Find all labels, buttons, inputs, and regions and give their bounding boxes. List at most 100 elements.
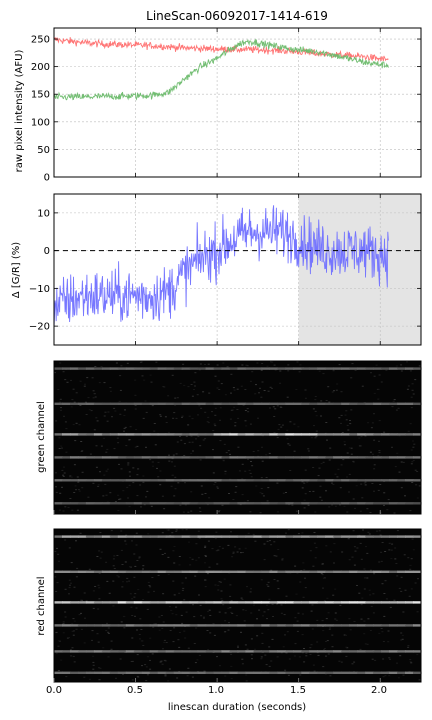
heatmap-noise-pixel xyxy=(176,397,179,399)
heatmap-noise-pixel xyxy=(228,622,230,624)
heatmap-noise-pixel xyxy=(109,387,112,389)
heatmap-bright-row xyxy=(245,650,255,653)
heatmap-noise-pixel xyxy=(54,472,57,474)
heatmap-bright-row xyxy=(229,456,239,459)
heatmap-noise-pixel xyxy=(286,631,289,633)
heatmap-noise-pixel xyxy=(55,486,57,488)
heatmap-noise-pixel xyxy=(195,438,197,440)
heatmap-noise-pixel xyxy=(75,422,78,424)
heatmap-noise-pixel xyxy=(229,418,232,420)
heatmap-noise-pixel xyxy=(55,631,58,633)
heatmap-bright-row xyxy=(413,367,422,370)
heatmap-noise-pixel xyxy=(267,487,270,489)
heatmap-noise-pixel xyxy=(59,362,62,364)
heatmap-bright-row xyxy=(269,535,278,538)
heatmap-noise-pixel xyxy=(353,564,356,566)
heatmap-bright-row xyxy=(189,601,199,604)
heatmap-bright-row xyxy=(389,456,398,459)
heatmap-bright-row xyxy=(197,535,207,538)
heatmap-noise-pixel xyxy=(230,531,232,533)
heatmap-bright-row xyxy=(317,535,326,538)
heatmap-bright-row xyxy=(405,402,414,405)
heatmap-bright-row xyxy=(373,456,382,459)
heatmap-bright-row xyxy=(317,456,326,459)
heatmap-noise-pixel xyxy=(250,461,252,462)
heatmap-noise-pixel xyxy=(258,392,260,394)
heatmap-bright-row xyxy=(261,650,270,653)
heatmap-noise-pixel xyxy=(219,440,222,442)
heatmap-noise-pixel xyxy=(100,551,103,553)
heatmap-noise-pixel xyxy=(105,470,108,472)
heatmap-noise-pixel xyxy=(295,510,298,512)
heatmap-bright-row xyxy=(93,624,103,627)
heatmap-noise-pixel xyxy=(96,633,99,635)
heatmap-noise-pixel xyxy=(410,558,413,560)
heatmap-noise-pixel xyxy=(174,397,177,399)
heatmap-noise-pixel xyxy=(238,548,241,550)
heatmap-noise-pixel xyxy=(173,562,176,564)
heatmap-noise-pixel xyxy=(92,607,95,609)
heatmap-noise-pixel xyxy=(255,485,258,487)
heatmap-noise-pixel xyxy=(267,585,270,587)
heatmap-bright-row xyxy=(293,456,302,459)
heatmap-bright-row xyxy=(213,650,223,653)
heatmap-noise-pixel xyxy=(123,615,126,617)
heatmap-noise-pixel xyxy=(318,467,321,469)
heatmap-noise-pixel xyxy=(149,374,152,376)
heatmap-noise-pixel xyxy=(107,656,110,658)
heatmap-noise-pixel xyxy=(168,606,171,608)
heatmap-noise-pixel xyxy=(322,666,325,668)
heatmap-noise-pixel xyxy=(59,401,62,403)
heatmap-noise-pixel xyxy=(279,406,282,408)
heatmap-noise-pixel xyxy=(65,451,68,453)
heatmap-noise-pixel xyxy=(139,638,141,640)
heatmap-noise-pixel xyxy=(371,483,374,484)
heatmap-noise-pixel xyxy=(363,588,366,590)
heatmap-bright-row xyxy=(157,402,167,405)
heatmap-bright-row xyxy=(109,433,119,436)
heatmap-bright-row xyxy=(253,502,263,505)
heatmap-bright-row xyxy=(333,601,342,604)
heatmap-noise-pixel xyxy=(241,494,244,496)
heatmap-bright-row xyxy=(285,456,294,459)
heatmap-noise-pixel xyxy=(79,404,82,406)
heatmap-noise-pixel xyxy=(316,619,319,621)
heatmap-bright-row xyxy=(197,624,207,627)
heatmap-noise-pixel xyxy=(252,604,255,606)
heatmap-noise-pixel xyxy=(391,446,393,448)
heatmap-noise-pixel xyxy=(281,558,284,560)
heatmap-noise-pixel xyxy=(117,510,120,511)
heatmap-noise-pixel xyxy=(172,417,175,419)
heatmap-noise-pixel xyxy=(89,453,92,455)
heatmap-bright-row xyxy=(165,650,175,653)
heatmap-noise-pixel xyxy=(402,461,405,463)
heatmap-noise-pixel xyxy=(268,598,271,600)
heatmap-noise-pixel xyxy=(84,401,87,403)
heatmap-noise-pixel xyxy=(301,481,304,483)
heatmap-noise-pixel xyxy=(207,363,210,365)
heatmap-noise-pixel xyxy=(88,568,91,570)
heatmap-noise-pixel xyxy=(267,609,270,611)
heatmap-bright-row xyxy=(365,479,374,482)
heatmap-noise-pixel xyxy=(195,559,198,561)
heatmap-noise-pixel xyxy=(377,388,380,390)
heatmap-bright-row xyxy=(117,456,127,459)
heatmap-noise-pixel xyxy=(417,578,419,580)
heatmap-noise-pixel xyxy=(173,495,176,497)
heatmap-bright-row xyxy=(285,502,294,505)
heatmap-noise-pixel xyxy=(188,541,190,543)
heatmap-noise-pixel xyxy=(328,506,331,508)
heatmap-noise-pixel xyxy=(390,558,393,560)
heatmap-bright-row xyxy=(237,624,247,627)
heatmap-noise-pixel xyxy=(270,569,273,571)
heatmap-bright-row xyxy=(173,624,183,627)
heatmap-bright-row xyxy=(325,624,334,627)
heatmap-bright-row xyxy=(277,570,286,573)
heatmap-noise-pixel xyxy=(401,634,404,636)
heatmap-bright-row xyxy=(149,570,159,573)
heatmap-noise-pixel xyxy=(368,533,371,535)
heatmap-noise-pixel xyxy=(270,660,273,662)
heatmap-noise-pixel xyxy=(149,459,152,461)
